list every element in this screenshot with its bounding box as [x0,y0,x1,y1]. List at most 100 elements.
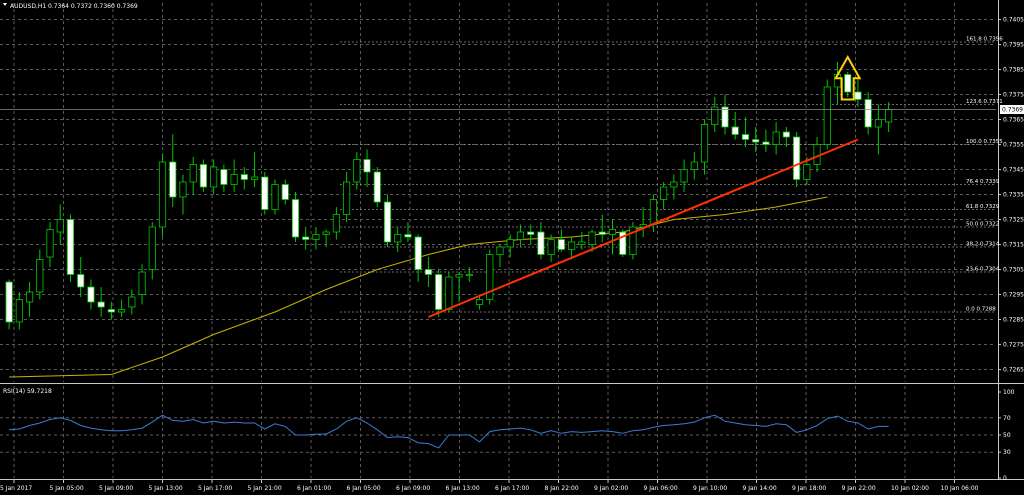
bullish-candle [506,239,514,248]
bearish-candle [557,239,565,250]
support-trendline[interactable] [428,138,859,318]
bullish-candle [823,86,831,145]
bullish-candle [210,166,218,188]
bearish-candle [844,74,852,93]
bearish-candle [291,199,300,238]
bullish-candle [158,161,167,228]
bullish-candle [332,214,340,233]
bearish-candle [281,184,289,200]
time-tick-label: 5 Jan 05:00 [50,485,84,492]
time-tick-label: 9 Jan 10:00 [693,485,727,492]
rsi-header-label: RSI(14) 59.7218 [3,388,52,395]
bearish-candle [199,164,207,188]
current-price-tag [1000,105,1024,114]
bearish-candle [741,134,750,140]
bearish-candle [5,281,13,323]
bullish-candle [649,199,657,225]
bullish-candle [578,241,586,245]
price-tick-label: 0.7355 [1003,142,1024,149]
bullish-candle [465,274,473,276]
bearish-candle [598,231,606,235]
bullish-candle [547,239,555,255]
bearish-candle [363,159,371,173]
fibonacci-level-label: 123.6 0.7371 [966,99,1003,105]
bullish-candle [118,309,126,313]
bearish-candle [731,126,739,135]
bullish-candle [680,169,688,183]
time-tick-label: 8 Jan 22:00 [545,485,579,492]
time-tick-label: 5 Jan 2017 [0,485,32,492]
bullish-candle [690,161,698,170]
bearish-candle [793,136,801,180]
rsi-line [9,414,889,449]
time-tick-label: 6 Jan 09:00 [396,485,430,492]
dropdown-triangle-icon[interactable] [3,3,7,6]
time-tick-label: 9 Jan 02:00 [594,485,628,492]
bullish-candle [56,219,64,233]
bullish-candle [46,229,54,258]
bullish-candle [394,234,402,243]
bullish-candle [568,241,576,250]
fibonacci-level-label: 161.8 0.7396 [966,37,1003,43]
bullish-candle [885,109,893,123]
bullish-candle [343,181,351,215]
bullish-candle [516,231,525,240]
time-tick-label: 5 Jan 17:00 [198,485,232,492]
bullish-candle [711,106,719,125]
time-tick-label: 10 Jan 02:00 [891,485,929,492]
price-tick-label: 0.7265 [1003,367,1024,374]
fibonacci-level-label: 100.0 0.7355 [966,139,1003,145]
bearish-candle [424,269,432,275]
bullish-candle [803,164,811,180]
bullish-candle [445,276,453,310]
time-tick-label: 9 Jan 18:00 [792,485,826,492]
bearish-candle [240,174,248,180]
bullish-candle [660,186,668,200]
price-tick-label: 0.7365 [1003,117,1024,124]
bullish-candle [148,226,156,270]
bearish-candle [107,309,115,313]
time-tick-label: 9 Jan 22:00 [842,485,876,492]
fibonacci-level-label: 76.4 0.7339 [966,179,1000,185]
time-tick-label: 6 Jan 17:00 [495,485,529,492]
bullish-candle [772,131,780,145]
bearish-candle [527,231,535,235]
rsi-tick-label: 30 [1003,449,1011,456]
symbol-label: AUDUSD,H1 [10,3,46,10]
time-tick-label: 9 Jan 06:00 [644,485,678,492]
price-tick-label: 0.7385 [1003,67,1024,74]
bullish-candle [312,234,320,240]
bearish-candle [864,99,872,128]
bullish-candle [353,159,361,183]
bullish-candle [639,224,647,228]
bearish-candle [414,236,422,270]
price-tick-label: 0.7375 [1003,92,1024,99]
bearish-candle [383,201,392,243]
price-tick-label: 0.7285 [1003,317,1024,324]
time-tick-label: 10 Jan 06:00 [941,485,979,492]
bearish-candle [97,301,105,308]
bullish-candle [138,271,146,295]
time-tick-label: 5 Jan 21:00 [248,485,282,492]
price-tick-label: 0.7325 [1003,217,1024,224]
ohlc-label: 0.7364 0.7372 0.7360 0.7369 [48,3,138,10]
bearish-candle [77,274,85,288]
price-tick-label: 0.7275 [1003,342,1024,349]
price-tick-label: 0.7305 [1003,267,1024,274]
bullish-candle [608,229,617,235]
bearish-candle [762,141,770,145]
bearish-candle [721,106,729,128]
bullish-candle [700,124,709,163]
bearish-candle [87,286,95,303]
time-tick-label: 5 Jan 09:00 [99,485,133,492]
bullish-candle [455,274,463,278]
price-tick-label: 0.7335 [1003,192,1024,199]
bullish-candle [36,259,44,293]
time-tick-label: 6 Jan 01:00 [297,485,331,492]
time-tick-label: 9 Jan 14:00 [743,485,777,492]
bullish-candle [322,231,330,235]
bullish-candle [25,291,34,303]
bearish-candle [435,274,443,310]
